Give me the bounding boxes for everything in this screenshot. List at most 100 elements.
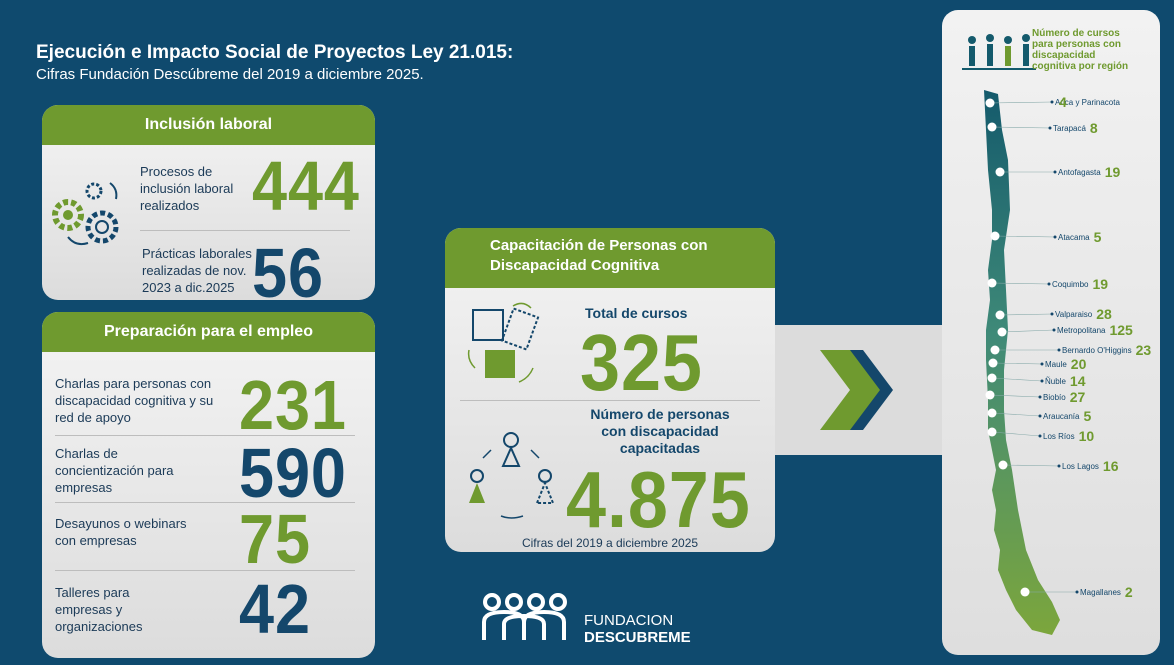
map-title: Número de cursos para personas con disca… bbox=[1032, 28, 1129, 72]
region-dot bbox=[985, 390, 995, 400]
region-value: 28 bbox=[1096, 306, 1112, 322]
panel-title: Inclusión laboral bbox=[42, 105, 375, 145]
region-value: 5 bbox=[1094, 229, 1102, 245]
region-name: Arica y Parinacota bbox=[1055, 98, 1120, 107]
leader-line bbox=[991, 431, 1041, 437]
leader-dot bbox=[1040, 379, 1044, 383]
item-value: 56 bbox=[252, 234, 324, 300]
separator bbox=[55, 435, 355, 436]
region-dot bbox=[990, 345, 1000, 355]
separator bbox=[55, 570, 355, 571]
note: Cifras del 2019 a diciembre 2025 bbox=[521, 536, 699, 550]
training-icons bbox=[467, 302, 555, 519]
region-dot bbox=[997, 327, 1007, 337]
region-dot bbox=[990, 231, 1000, 241]
region-dot bbox=[987, 408, 997, 418]
region-dot bbox=[995, 167, 1005, 177]
separator bbox=[140, 230, 350, 231]
region-value: 125 bbox=[1109, 322, 1133, 338]
item-label: Desayunos o webinars con empresas bbox=[55, 516, 187, 548]
region-name: Atacama bbox=[1058, 233, 1090, 242]
region-name: Magallanes bbox=[1080, 588, 1121, 597]
logo-text: DESCUBREME bbox=[584, 629, 691, 646]
region-value: 27 bbox=[1070, 389, 1086, 405]
preparation-panel: Preparación para el empleo Charlas para … bbox=[42, 312, 375, 658]
leader-dot bbox=[1040, 362, 1044, 366]
region-value: 2 bbox=[1125, 584, 1133, 600]
people-label: Número de personas con discapacidad capa… bbox=[590, 406, 730, 456]
region-value: 20 bbox=[1071, 356, 1087, 372]
leader-line bbox=[991, 282, 1050, 285]
leader-line bbox=[1002, 464, 1060, 467]
leader-dot bbox=[1038, 434, 1042, 438]
leader-dot bbox=[1048, 126, 1052, 130]
leader-line bbox=[1001, 329, 1055, 333]
region-dot bbox=[987, 122, 997, 132]
leader-dot bbox=[1047, 282, 1051, 286]
leader-dot bbox=[1053, 170, 1057, 174]
item-value: 42 bbox=[239, 570, 311, 648]
leader-line bbox=[989, 394, 1041, 398]
region-name: Biobío bbox=[1043, 393, 1066, 402]
region-dot bbox=[987, 278, 997, 288]
region-dot bbox=[998, 460, 1008, 470]
logo-icon bbox=[482, 593, 567, 640]
panel-title: Preparación para el empleo bbox=[42, 312, 375, 352]
leader-dot bbox=[1057, 464, 1061, 468]
region-name: Metropolitana bbox=[1057, 326, 1106, 335]
leader-line bbox=[991, 412, 1041, 417]
inclusion-panel: Inclusión laboral Procesos de inclusión … bbox=[42, 105, 375, 300]
item-value: 75 bbox=[239, 500, 311, 578]
item-value: 444 bbox=[252, 147, 360, 225]
leader-line bbox=[992, 362, 1043, 365]
separator bbox=[55, 502, 355, 503]
region-value: 19 bbox=[1105, 164, 1121, 180]
region-name: Los Lagos bbox=[1062, 462, 1099, 471]
item-label: Charlas para personas con discapacidad c… bbox=[55, 376, 214, 425]
region-dot bbox=[988, 358, 998, 368]
leader-line bbox=[991, 377, 1043, 382]
region-name: Los Ríos bbox=[1043, 432, 1075, 441]
item-label: Charlas de concientización para empresas bbox=[55, 446, 174, 495]
region-value: 23 bbox=[1136, 342, 1152, 358]
region-name: Ñuble bbox=[1045, 377, 1066, 386]
courses-value: 325 bbox=[580, 318, 703, 407]
region-name: Valparaiso bbox=[1055, 310, 1093, 319]
item-label: Prácticas laborales realizadas de nov. 2… bbox=[142, 246, 252, 295]
region-value: 4 bbox=[1059, 94, 1067, 110]
leader-line bbox=[991, 126, 1051, 129]
leader-dot bbox=[1052, 328, 1056, 332]
training-panel: Capacitación de Personas con Discapacida… bbox=[445, 228, 775, 552]
title: Ejecución e Impacto Social de Proyectos … bbox=[36, 42, 514, 63]
subtitle: Cifras Fundación Descúbreme del 2019 a d… bbox=[36, 66, 424, 83]
region-value: 19 bbox=[1092, 276, 1108, 292]
panel-title: Capacitación de Personas con Discapacida… bbox=[445, 228, 775, 288]
gears-icon bbox=[52, 182, 119, 246]
region-name: Bernardo O'Higgins bbox=[1062, 346, 1132, 355]
leader-line bbox=[999, 313, 1053, 316]
region-name: Tarapacá bbox=[1053, 124, 1086, 133]
region-value: 5 bbox=[1083, 408, 1091, 424]
courses-label: Total de cursos bbox=[585, 305, 688, 321]
item-label: Talleres para empresas y organizaciones bbox=[55, 585, 143, 634]
region-value: 10 bbox=[1079, 428, 1095, 444]
chevron-icon bbox=[820, 350, 893, 430]
region-dot bbox=[987, 427, 997, 437]
region-dot bbox=[1020, 587, 1030, 597]
logo-text: FUNDACION bbox=[584, 612, 674, 629]
separator bbox=[460, 400, 760, 401]
region-dot bbox=[995, 310, 1005, 320]
leader-dot bbox=[1053, 235, 1057, 239]
leader-dot bbox=[1050, 100, 1054, 104]
region-dot bbox=[987, 373, 997, 383]
region-name: Araucanía bbox=[1043, 412, 1080, 421]
leader-dot bbox=[1038, 414, 1042, 418]
leader-dot bbox=[1057, 348, 1061, 352]
leader-dot bbox=[1075, 590, 1079, 594]
region-name: Coquimbo bbox=[1052, 280, 1089, 289]
item-value: 231 bbox=[239, 366, 347, 444]
item-label: Procesos de inclusión laboral realizados bbox=[140, 164, 234, 213]
region-name: Maule bbox=[1045, 360, 1067, 369]
